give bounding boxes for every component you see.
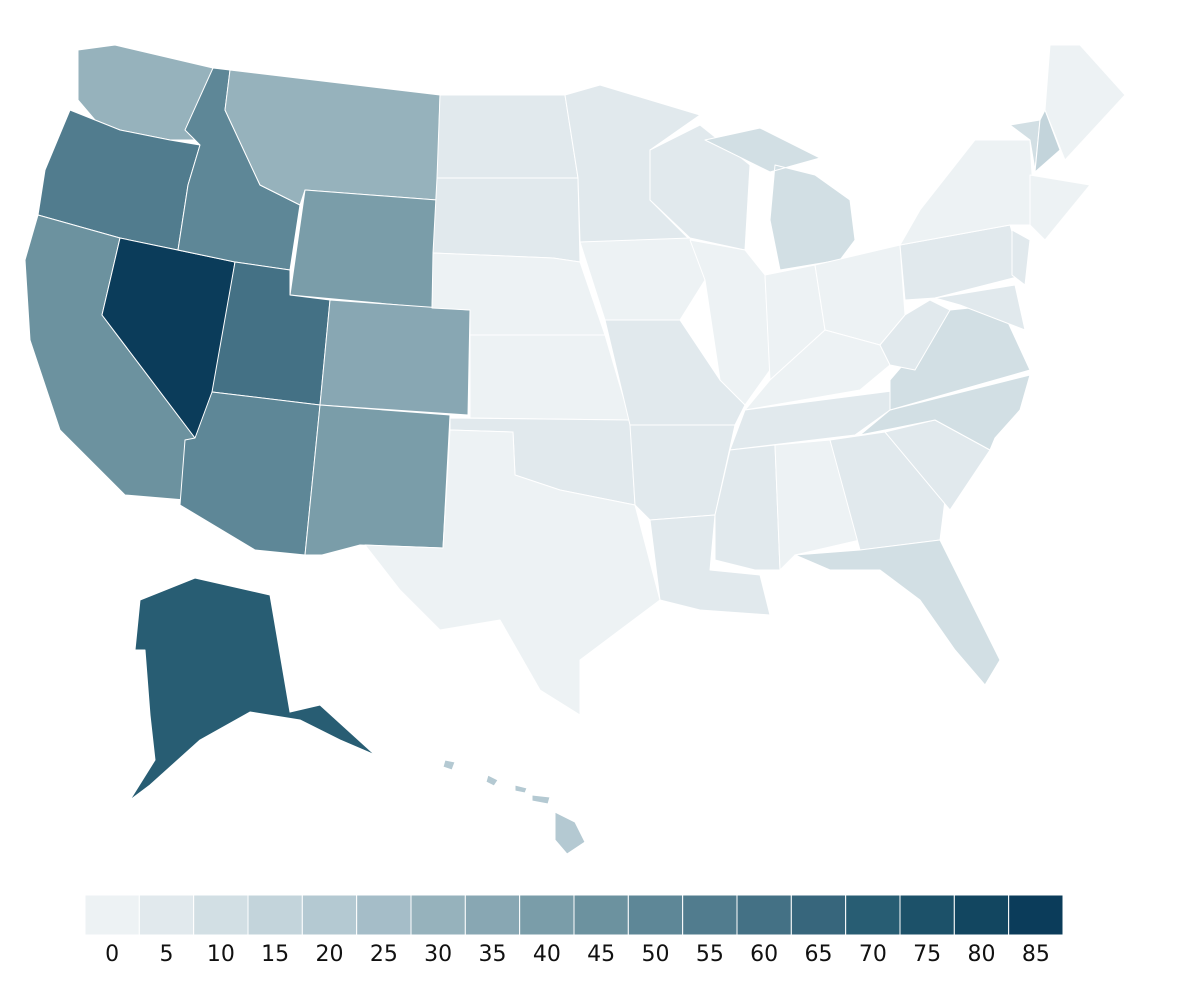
state xyxy=(1011,229,1031,286)
legend-swatch xyxy=(193,894,249,936)
state xyxy=(364,429,661,716)
state xyxy=(794,539,1001,686)
legend-swatch xyxy=(899,894,955,936)
legend-swatch xyxy=(247,894,303,936)
legend: 0 5 10 15 20 25 30 35 40 45 50 55 60 65 70 75 80 85 xyxy=(84,894,1064,967)
legend-label: 20 xyxy=(316,942,344,967)
legend-swatch xyxy=(953,894,1010,936)
legend-label: 75 xyxy=(913,942,941,967)
legend-label: 5 xyxy=(160,942,174,967)
state xyxy=(1029,174,1091,241)
state xyxy=(879,299,951,371)
state xyxy=(704,127,856,271)
legend-label: 15 xyxy=(261,942,289,967)
legend-label: 50 xyxy=(642,942,670,967)
legend-swatch xyxy=(1008,894,1064,936)
legend-label: 55 xyxy=(696,942,724,967)
legend-label: 25 xyxy=(370,942,398,967)
legend-label: 70 xyxy=(859,942,887,967)
state xyxy=(859,374,1031,451)
legend-label: 35 xyxy=(479,942,507,967)
state xyxy=(442,759,586,855)
legend-swatch xyxy=(301,894,358,936)
legend-swatch xyxy=(790,894,847,936)
legend-swatch xyxy=(519,894,575,936)
states xyxy=(24,44,1126,855)
legend-label: 45 xyxy=(587,942,615,967)
state xyxy=(129,577,376,801)
legend-swatch xyxy=(410,894,466,936)
state xyxy=(432,177,581,263)
state xyxy=(579,237,706,321)
legend-label: 0 xyxy=(105,942,119,967)
legend-label: 30 xyxy=(424,942,452,967)
state xyxy=(649,514,771,616)
legend-swatch xyxy=(845,894,901,936)
state xyxy=(1034,109,1061,173)
legend-label: 10 xyxy=(207,942,235,967)
state xyxy=(436,94,579,179)
legend-label: 60 xyxy=(750,942,778,967)
legend-label: 80 xyxy=(968,942,996,967)
legend-label: 40 xyxy=(533,942,561,967)
legend-swatch xyxy=(84,894,140,936)
state xyxy=(469,334,631,421)
state xyxy=(899,139,1036,246)
legend-swatch xyxy=(573,894,629,936)
state xyxy=(829,431,946,551)
state xyxy=(729,389,901,451)
legend-swatch xyxy=(682,894,738,936)
state xyxy=(689,239,771,406)
legend-swatch xyxy=(138,894,195,936)
state xyxy=(1044,44,1126,161)
state xyxy=(289,189,438,309)
state xyxy=(304,404,451,556)
legend-swatch xyxy=(736,894,792,936)
legend-swatch xyxy=(356,894,412,936)
legend-swatch xyxy=(464,894,521,936)
state xyxy=(934,284,1026,331)
legend-label: 85 xyxy=(1022,942,1050,967)
state xyxy=(319,299,471,416)
legend-label: 65 xyxy=(805,942,833,967)
legend-swatch xyxy=(627,894,684,936)
